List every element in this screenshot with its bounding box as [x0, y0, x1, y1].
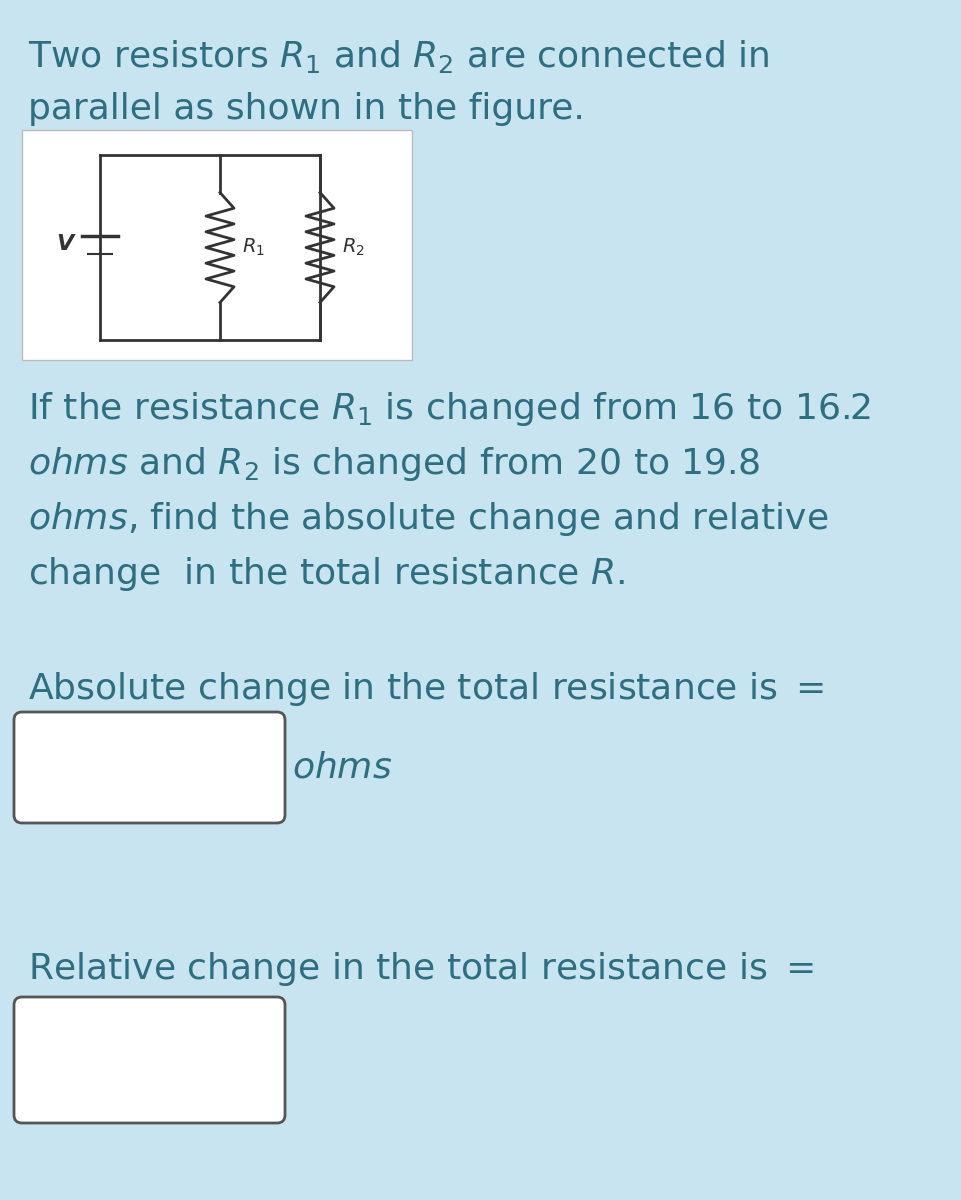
Text: If the resistance $R_1$ is changed from 16 to 16.2: If the resistance $R_1$ is changed from …	[28, 390, 871, 428]
Text: $R_1$: $R_1$	[242, 236, 265, 258]
Text: Relative change in the total resistance is $=$: Relative change in the total resistance …	[28, 950, 814, 988]
Text: V: V	[57, 234, 74, 254]
Text: $R_2$: $R_2$	[342, 236, 365, 258]
FancyBboxPatch shape	[14, 997, 285, 1123]
Text: change  in the total resistance $R$.: change in the total resistance $R$.	[28, 554, 626, 593]
Text: $\mathit{ohms}$ and $R_2$ is changed from 20 to 19.8: $\mathit{ohms}$ and $R_2$ is changed fro…	[28, 445, 760, 482]
Text: $\mathit{ohms}$: $\mathit{ohms}$	[292, 750, 392, 785]
FancyBboxPatch shape	[22, 130, 412, 360]
Text: Two resistors $R_1$ and $R_2$ are connected in: Two resistors $R_1$ and $R_2$ are connec…	[28, 38, 770, 74]
Text: parallel as shown in the figure.: parallel as shown in the figure.	[28, 92, 585, 126]
Text: $\mathit{ohms}$, find the absolute change and relative: $\mathit{ohms}$, find the absolute chang…	[28, 500, 828, 538]
Text: Absolute change in the total resistance is $=$: Absolute change in the total resistance …	[28, 670, 825, 708]
FancyBboxPatch shape	[14, 712, 285, 823]
